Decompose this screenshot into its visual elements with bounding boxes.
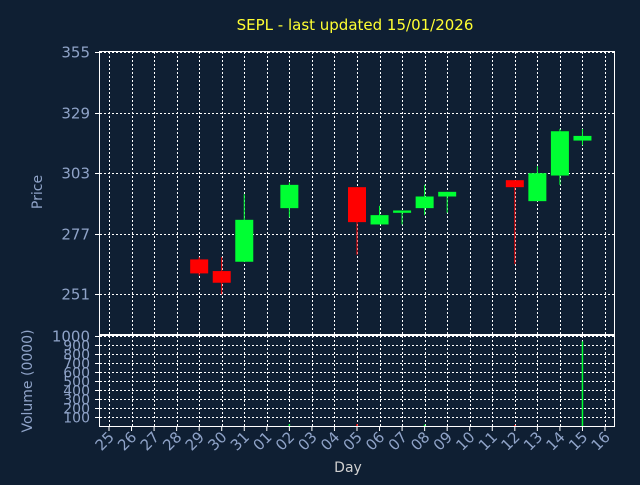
price-tick-label: 277: [61, 226, 90, 244]
candle-body-08: [415, 196, 434, 209]
candle-body-30: [212, 271, 231, 283]
volume-axis-label: Volume (0000): [20, 329, 36, 432]
x-axis-label: Day: [334, 460, 362, 476]
volume-bars: [288, 341, 584, 426]
volume-tick-label: 1000: [52, 328, 90, 346]
price-tick-label: 303: [61, 165, 90, 183]
volume-tick-label: 900: [63, 339, 90, 355]
price-tick-labels: 355 329 303 277 251: [61, 44, 90, 304]
price-tick-label: 251: [61, 286, 90, 304]
price-tick-label: 329: [61, 105, 90, 123]
candle-body-31: [235, 219, 254, 262]
candle-body-15: [573, 135, 592, 141]
volume-tick-label: 600: [63, 366, 90, 382]
candle-body-06: [370, 215, 389, 225]
day-tick-labels: 2526272829303101020304050607080910111213…: [92, 426, 614, 454]
volume-tick-label: 300: [63, 393, 90, 409]
candle-body-09: [438, 191, 457, 197]
candle-body-05: [348, 187, 366, 223]
volume-tick-label: 700: [63, 357, 90, 373]
volume-tick-label: 100: [63, 411, 90, 427]
price-axis-label: Price: [30, 175, 46, 209]
volume-gridlines: [95, 336, 614, 426]
candlesticks: [190, 128, 592, 295]
price-plot-frame: [99, 51, 615, 335]
volume-tick-label: 200: [63, 402, 90, 418]
volume-tick-label: 400: [63, 384, 90, 400]
candle-body-12: [505, 180, 524, 188]
candle-body-02: [280, 184, 299, 209]
volume-tick-label: 500: [63, 375, 90, 391]
candle-body-13: [528, 173, 547, 202]
day-tick-label: 16: [588, 428, 614, 454]
price-tick-label: 355: [61, 44, 90, 62]
volume-tick-label: 800: [63, 348, 90, 364]
candle-body-29: [190, 259, 209, 274]
chart-title: SEPL - last updated 15/01/2026: [237, 16, 474, 34]
candle-body-07: [393, 210, 412, 213]
candle-body-14: [550, 131, 569, 176]
